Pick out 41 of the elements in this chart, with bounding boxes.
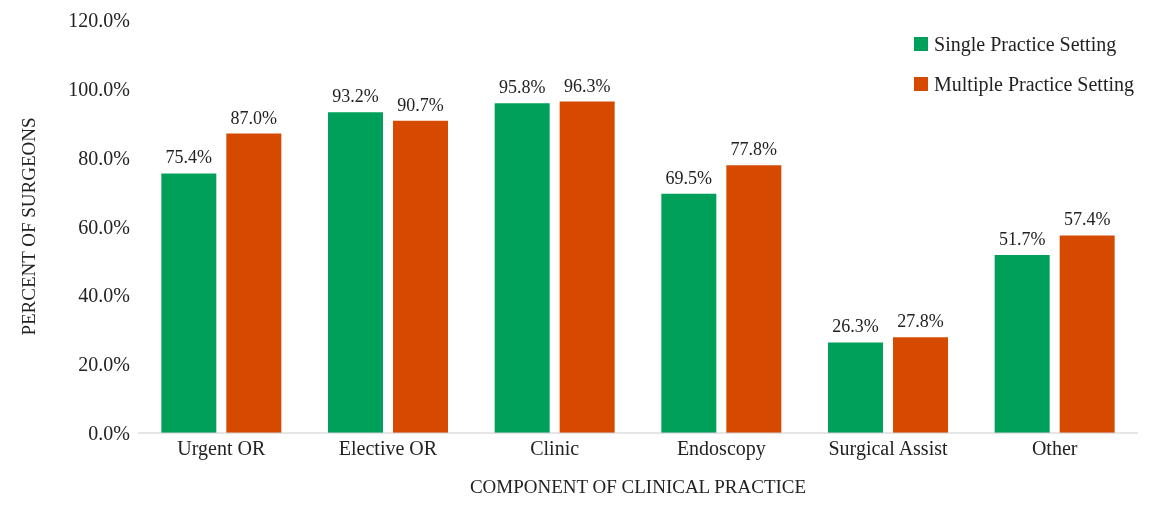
x-tick-label: Urgent OR [177, 437, 266, 461]
legend-label: Single Practice Setting [934, 32, 1117, 56]
x-tick-label: Other [1031, 437, 1078, 460]
data-label: 75.4% [165, 147, 213, 168]
bar [726, 165, 782, 433]
y-tick-label: 80.0% [78, 146, 130, 169]
legend-label: Multiple Practice Setting [934, 72, 1134, 96]
bar [828, 342, 883, 433]
data-label: 90.7% [397, 94, 444, 115]
x-tick-label: Clinic [530, 437, 580, 460]
bar [893, 337, 948, 433]
y-tick-label: 60.0% [78, 215, 130, 238]
data-label: 26.3% [832, 316, 879, 337]
x-tick-label: Elective OR [338, 437, 438, 460]
bar [559, 101, 615, 433]
bar [494, 103, 550, 433]
bar [1059, 235, 1115, 433]
x-axis-title: COMPONENT OF CLINICAL PRACTICE [469, 476, 807, 497]
data-label: 27.8% [897, 311, 944, 332]
bar [994, 255, 1050, 433]
bar [661, 193, 717, 433]
data-label: 77.8% [730, 139, 778, 160]
x-tick-label: Endoscopy [676, 437, 766, 461]
x-tick-label: Surgical Assist [828, 437, 948, 461]
bar [161, 173, 217, 433]
y-tick-label: 40.0% [78, 284, 130, 307]
bar [226, 133, 282, 433]
y-axis-title: PERCENT OF SURGEONS [17, 117, 39, 336]
data-label: 57.4% [1063, 209, 1111, 230]
bar [328, 112, 383, 433]
data-label: 87.0% [230, 107, 278, 128]
y-tick-label: 120.0% [68, 9, 130, 32]
data-label: 93.2% [332, 86, 379, 107]
y-tick-label: 20.0% [78, 353, 130, 376]
data-label: 96.3% [563, 75, 611, 96]
data-label: 51.7% [998, 229, 1046, 250]
y-tick-label: 0.0% [88, 422, 130, 445]
data-label: 95.8% [498, 77, 546, 98]
data-label: 69.5% [665, 167, 713, 188]
y-tick-label: 100.0% [68, 77, 130, 100]
bar [393, 120, 448, 433]
